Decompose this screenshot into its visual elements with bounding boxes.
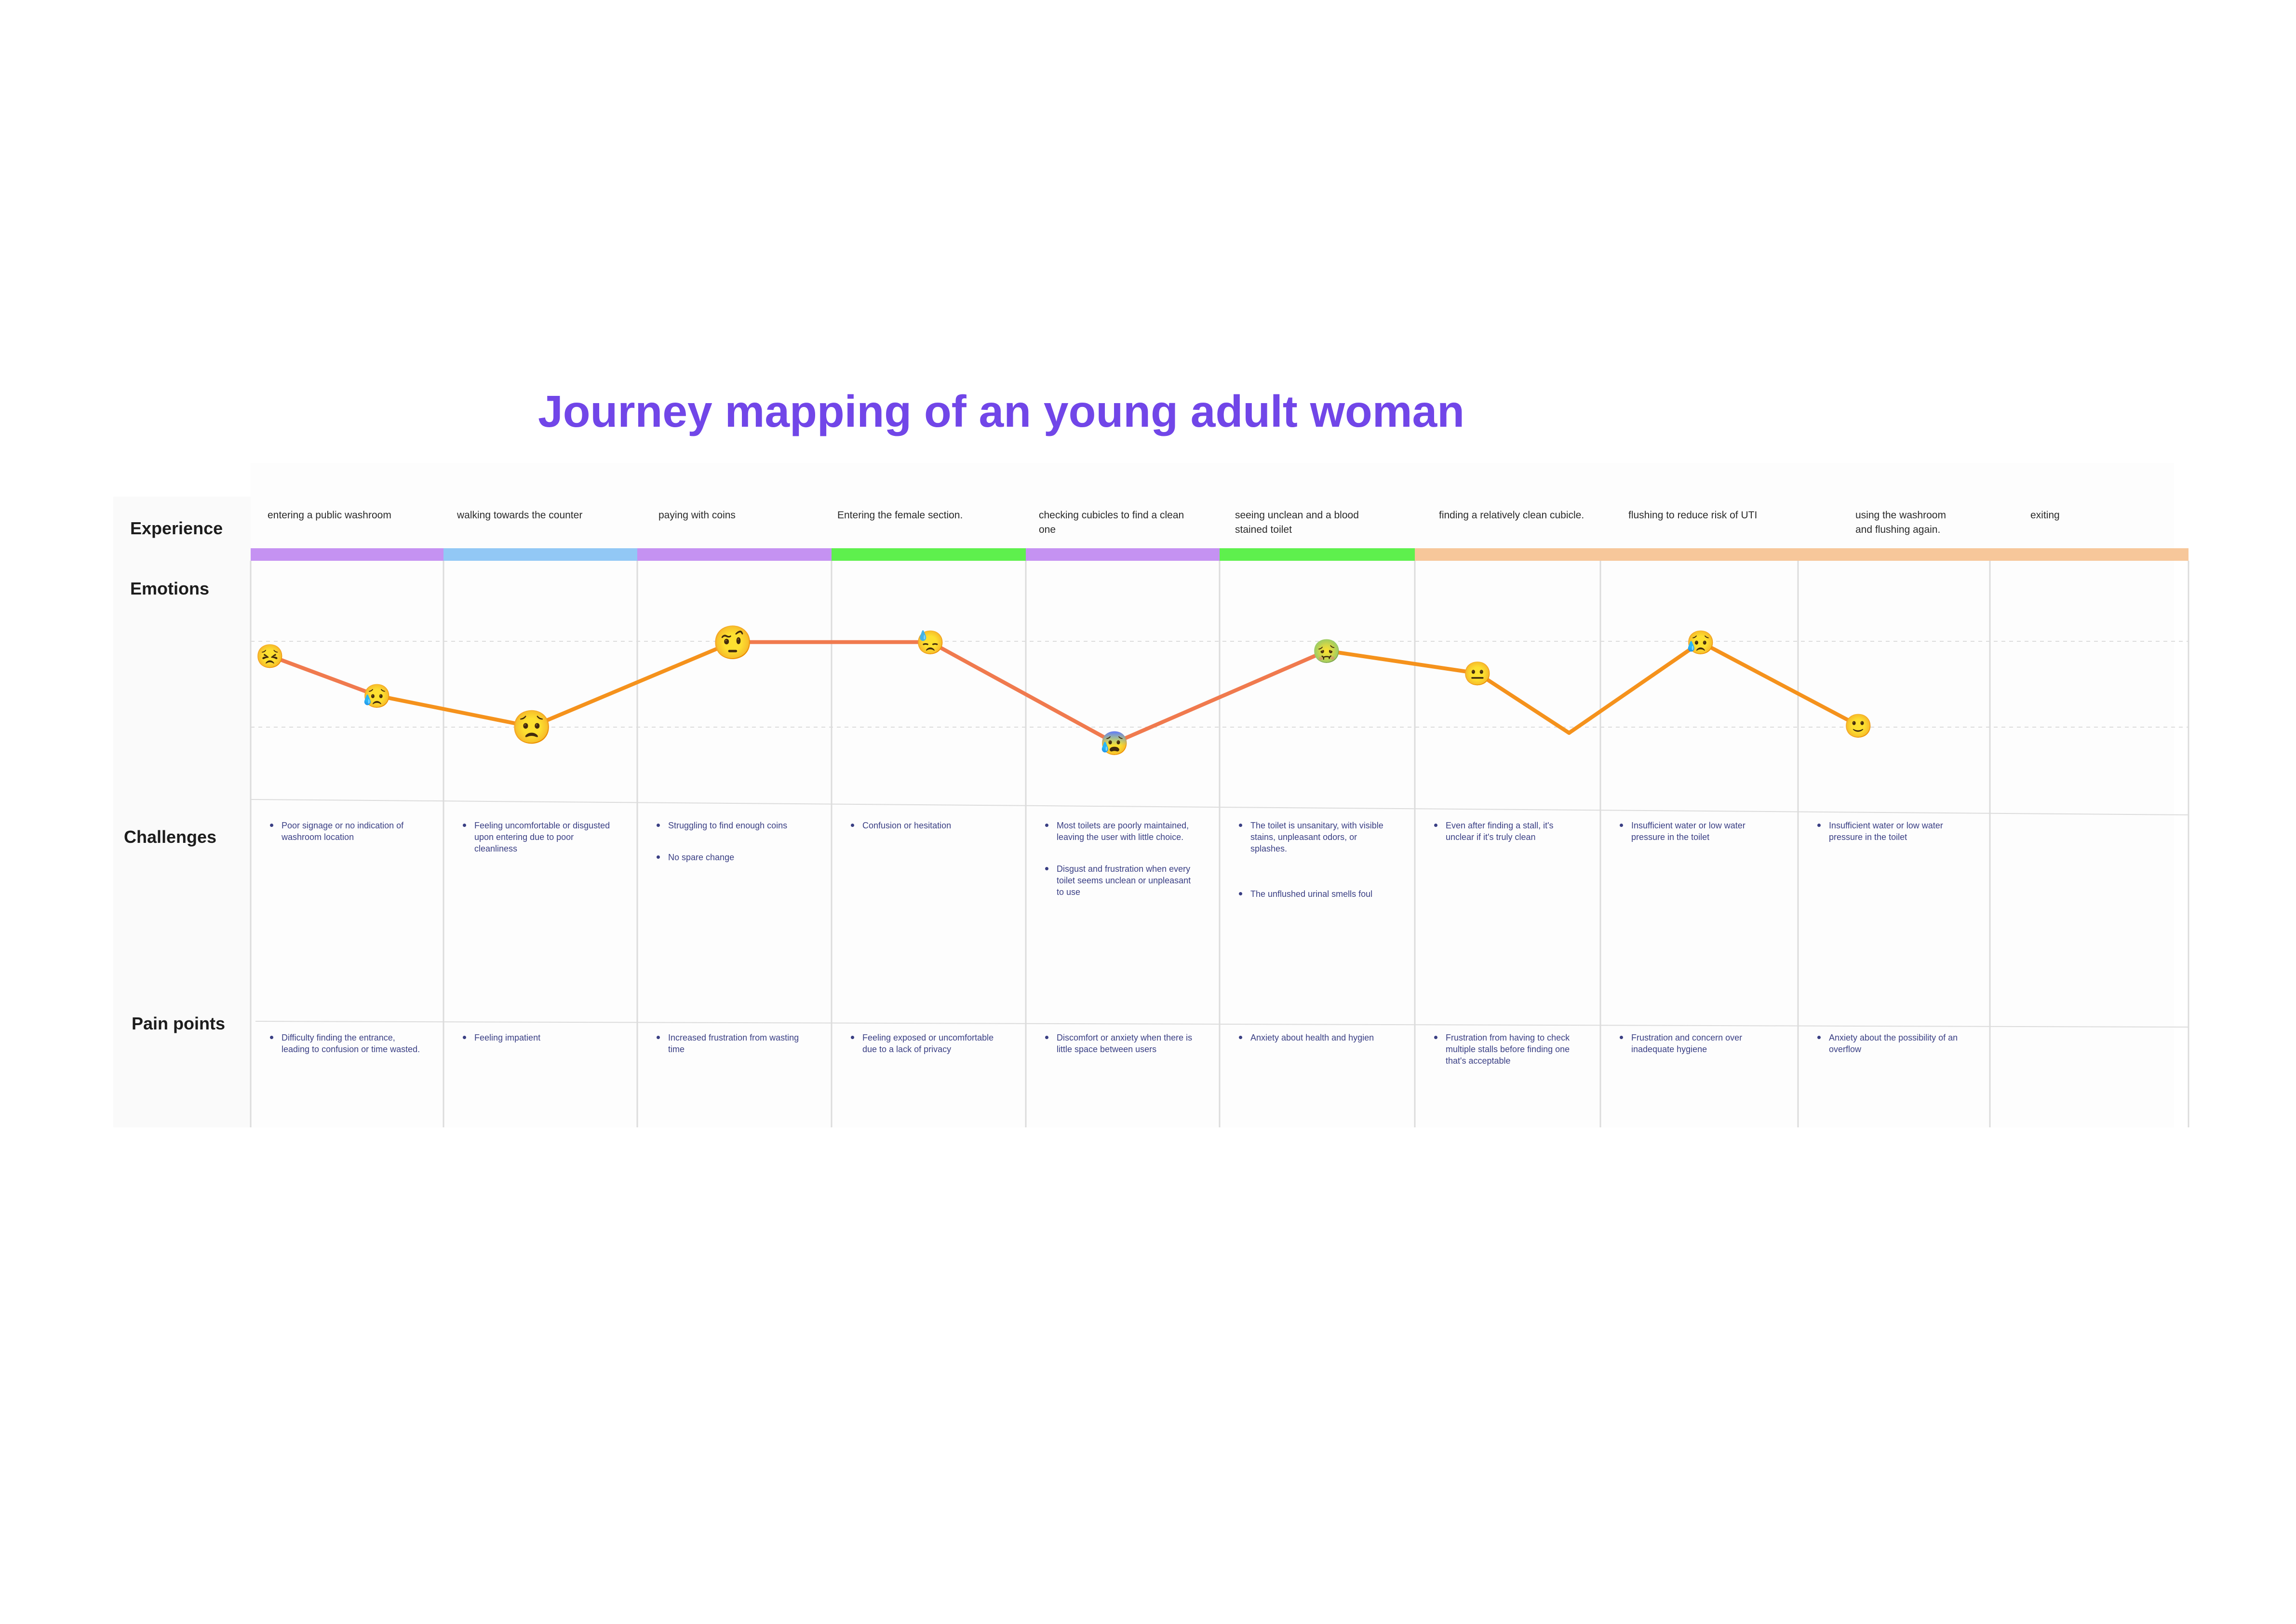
emotion-line-segment-5 [928,640,1116,745]
stage-bar-8 [1600,548,1798,561]
emotion-emoji-6: 😰 [1100,731,1129,757]
emotion-emoji-8: 😐 [1463,661,1492,687]
challenge-1-1: Poor signage or no indication of washroo… [265,820,421,843]
challenge-4-1: Confusion or hesitation [846,820,1004,831]
emotion-line-segment-8 [1476,671,1571,735]
row-label-pain-points: Pain points [132,1014,226,1033]
emotion-line-segment-6 [1113,649,1329,745]
challenge-7-1: Even after finding a stall, it's unclear… [1429,820,1578,843]
stage-bar-1 [251,548,443,561]
pain-point-1-1: Difficulty finding the entrance, leading… [265,1032,421,1055]
stage-bar-7 [1415,548,1600,561]
challenge-6-2: The unflushed urinal smells foul [1234,888,1393,900]
challenge-3-2: No spare change [652,852,809,863]
stage-bar-6 [1220,548,1415,561]
stage-label-4: Entering the female section. [837,510,963,521]
stage-label-6: seeing unclean and a blood stained toile… [1235,510,1359,535]
challenge-8-1: Insufficient water or low water pressure… [1615,820,1776,843]
emotion-line-segment-1 [268,654,379,698]
stage-label-9: using the washroom and flushing again. [1855,510,1946,535]
pain-point-6-1: Anxiety about health and hygien [1234,1032,1393,1043]
stage-label-2: walking towards the counter [457,510,583,521]
emotion-emoji-4: 🤨 [712,624,753,661]
stage-label-8: flushing to reduce risk of UTI [1628,510,1758,521]
challenge-2-1: Feeling uncomfortable or disgusted upon … [458,820,615,854]
pain-points-divider [255,1021,2189,1028]
emotion-line-segment-3 [530,640,735,729]
challenges-divider [250,799,2189,815]
emotion-emoji-7: 🤢 [1312,639,1341,664]
stage-label-3: paying with coins [658,510,736,521]
emotion-emoji-2: 😥 [363,684,391,709]
stage-bar-3 [637,548,832,561]
stage-bar-10 [1990,548,2189,561]
emotion-emoji-10: 😥 [1686,630,1715,656]
challenge-3-1: Struggling to find enough coins [652,820,809,831]
pain-point-3-1: Increased frustration from wasting time [652,1032,809,1055]
pain-point-7-1: Frustration from having to check multipl… [1429,1032,1578,1067]
emotion-emoji-1: 😣 [255,644,284,669]
pain-point-8-1: Frustration and concern over inadequate … [1615,1032,1776,1055]
pain-point-5-1: Discomfort or anxiety when there is litt… [1040,1032,1197,1055]
emotion-line-segment-10 [1699,640,1860,728]
stage-bar-9 [1798,548,1990,561]
stage-label-5: checking cubicles to find a clean one [1039,510,1184,535]
row-label-experience: Experience [130,518,223,538]
stage-label-10: exiting [2030,510,2060,521]
pain-point-2-1: Feeling impatient [458,1032,615,1043]
emotion-line-segment-9 [1567,640,1703,735]
emotion-emoji-5: 😓 [916,629,945,656]
challenge-5-2: Disgust and frustration when every toile… [1040,863,1197,898]
row-label-challenges: Challenges [124,827,217,847]
stage-bar-5 [1026,548,1220,561]
stage-label-7: finding a relatively clean cubicle. [1439,510,1584,521]
emotion-line-segment-2 [375,693,534,729]
label-column-panel [113,497,251,1127]
challenge-6-1: The toilet is unsanitary, with visible s… [1234,820,1393,854]
challenge-9-1: Insufficient water or low water pressure… [1813,820,1968,843]
challenge-5-1: Most toilets are poorly maintained, leav… [1040,820,1197,843]
stage-bar-4 [832,548,1026,561]
emotion-line-segment-7 [1325,649,1479,676]
grid-panel [251,463,2174,1127]
row-label-emotions: Emotions [130,579,210,598]
stage-label-1: entering a public washroom [268,510,391,521]
pain-point-4-1: Feeling exposed or uncomfortable due to … [846,1032,1004,1055]
emotion-emoji-3: 😟 [511,709,552,746]
page-title: Journey mapping of an young adult woman [538,386,1465,436]
stage-bar-2 [443,548,637,561]
pain-point-9-1: Anxiety about the possibility of an over… [1813,1032,1968,1055]
emotion-emoji-11: 🙂 [1844,714,1873,739]
